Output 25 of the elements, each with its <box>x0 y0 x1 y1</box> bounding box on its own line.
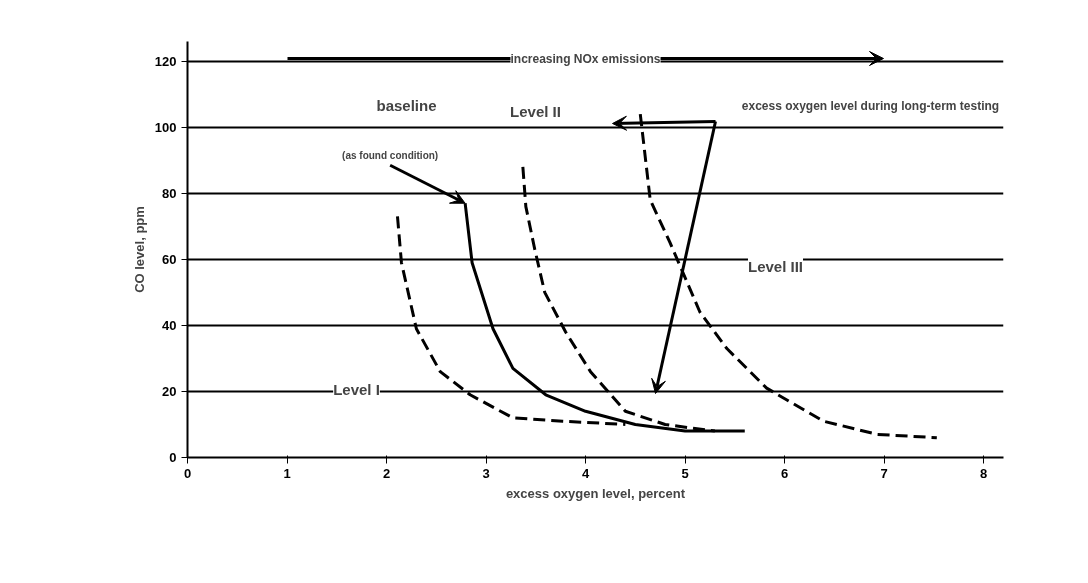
y-tick-label: 60 <box>162 251 177 267</box>
x-tick-label: 0 <box>183 465 192 481</box>
y-tick-label: 120 <box>154 53 177 69</box>
x-axis-title: excess oxygen level, percent <box>505 485 686 501</box>
y-tick-label: 100 <box>154 119 177 135</box>
x-tick-label: 5 <box>681 465 689 481</box>
x-tick-label: 4 <box>581 465 590 481</box>
annotation: baseline <box>376 97 437 114</box>
annotation: Level I <box>333 381 380 398</box>
annotation: (as found condition) <box>342 149 439 161</box>
y-tick-label: 0 <box>169 450 177 465</box>
y-tick-label: 40 <box>162 317 177 333</box>
x-tick-label: 3 <box>482 465 490 481</box>
annotation: excess oxygen level during long-term testing <box>741 98 1000 113</box>
annotation: increasing NOx emissions <box>510 51 661 66</box>
annotation: Level II <box>510 103 561 120</box>
annotation: Level III <box>747 258 804 275</box>
x-tick-label: 2 <box>382 465 391 481</box>
y-tick-label: 80 <box>162 185 177 201</box>
x-tick-label: 1 <box>283 465 291 481</box>
y-tick-label: 20 <box>162 383 177 399</box>
x-tick-label: 6 <box>780 465 789 481</box>
y-axis-title: CO level, ppm <box>131 206 147 293</box>
x-tick-label: 8 <box>979 465 988 481</box>
x-tick-label: 7 <box>880 465 888 481</box>
